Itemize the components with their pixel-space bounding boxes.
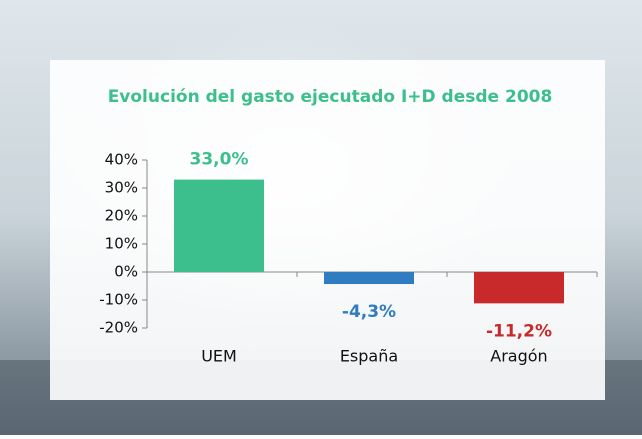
x-tick-label: España — [340, 347, 398, 366]
value-label: 33,0% — [190, 150, 249, 170]
bar — [174, 179, 264, 272]
value-label: -4,3% — [342, 302, 396, 322]
chart-title: Evolución del gasto ejecutado I+D desde … — [108, 87, 553, 107]
x-tick-label: Aragón — [490, 347, 547, 366]
panel — [50, 60, 605, 400]
bar — [474, 272, 564, 304]
y-tick-label: 40% — [105, 151, 138, 169]
y-tick-label: 0% — [114, 263, 138, 281]
y-tick-label: -20% — [99, 319, 138, 337]
y-tick-label: -10% — [99, 291, 138, 309]
x-tick-label: UEM — [201, 347, 237, 366]
y-tick-label: 20% — [105, 207, 138, 225]
value-label: -11,2% — [486, 321, 552, 341]
y-tick-label: 30% — [105, 179, 138, 197]
bar — [324, 272, 414, 285]
y-tick-label: 10% — [105, 235, 138, 253]
